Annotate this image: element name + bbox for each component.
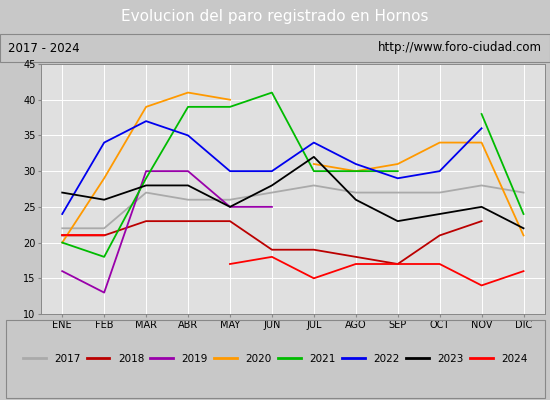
Legend: 2017, 2018, 2019, 2020, 2021, 2022, 2023, 2024: 2017, 2018, 2019, 2020, 2021, 2022, 2023… [19, 350, 531, 368]
Text: http://www.foro-ciudad.com: http://www.foro-ciudad.com [378, 42, 542, 54]
Text: Evolucion del paro registrado en Hornos: Evolucion del paro registrado en Hornos [121, 10, 429, 24]
Text: 2017 - 2024: 2017 - 2024 [8, 42, 80, 54]
